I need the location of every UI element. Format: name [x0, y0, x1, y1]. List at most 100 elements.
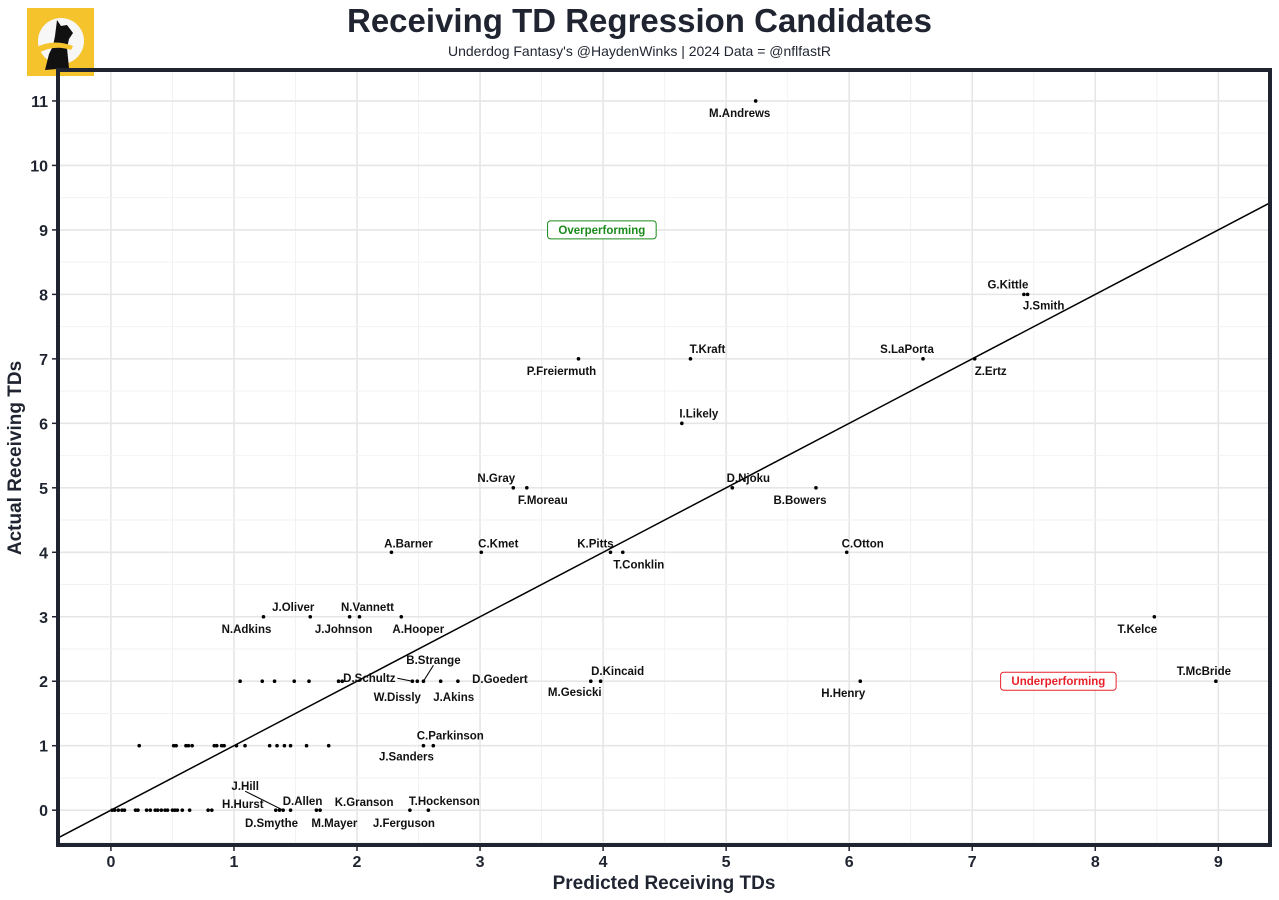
x-tick-label: 0 [106, 854, 115, 871]
point-label: M.Mayer [311, 818, 358, 830]
point-label: K.Granson [335, 797, 394, 809]
data-point [243, 743, 247, 748]
data-point [122, 808, 127, 812]
x-tick-label: 1 [230, 854, 239, 871]
data-point [288, 743, 293, 748]
point-label: D.Smythe [245, 818, 298, 830]
data-point-n-vannett [357, 614, 362, 619]
y-tick-label: 10 [30, 158, 48, 175]
point-label: W.Dissly [374, 692, 422, 704]
data-point-c-otton [844, 550, 849, 555]
data-point [260, 679, 265, 684]
data-point [159, 808, 164, 812]
data-point-w-dissly [415, 679, 420, 684]
data-point [187, 808, 192, 812]
x-tick-label: 4 [599, 854, 608, 871]
gridlines [58, 70, 1270, 845]
data-point-n-gray [511, 486, 516, 490]
x-axis-title: Predicted Receiving TDs [553, 873, 776, 894]
point-label: D.Goedert [472, 674, 528, 686]
point-labels: M.Andrews G.Kittle J.Smith S.LaPorta Z.Ertz T… [222, 108, 1231, 830]
data-point [173, 808, 177, 812]
y-tick-label: 1 [39, 739, 48, 756]
data-point [219, 743, 224, 748]
point-label: D.Njoku [727, 473, 770, 485]
data-point [267, 743, 272, 748]
point-label: H.Hurst [222, 799, 264, 811]
data-point [120, 808, 124, 812]
data-point [186, 743, 191, 748]
data-point [272, 679, 277, 684]
x-tick-label: 7 [968, 854, 977, 871]
data-point-j-johnson [347, 614, 352, 619]
point-label: T.Hockenson [409, 796, 480, 808]
data-point-z-ertz [972, 357, 977, 361]
point-label: D.Schultz [343, 673, 396, 685]
data-point-c-kmet [479, 550, 484, 555]
data-point-m-andrews [753, 99, 758, 103]
point-label: F.Moreau [518, 495, 568, 507]
point-label: T.Conklin [613, 559, 664, 571]
point-label: G.Kittle [987, 279, 1028, 291]
data-point-f-moreau [525, 486, 529, 490]
data-point [171, 743, 176, 748]
data-point-j-akins [438, 679, 443, 684]
point-label: M.Gesicki [548, 687, 602, 699]
data-point [326, 743, 331, 748]
y-tick-label: 3 [39, 610, 48, 627]
data-point [175, 808, 180, 812]
data-point-t-hockenson [426, 808, 431, 812]
x-tick-label: 5 [722, 854, 731, 871]
annotations: Overperforming Underperforming [547, 220, 1117, 691]
data-point [212, 743, 217, 748]
x-tick-label: 9 [1214, 854, 1223, 871]
label-leader-line [422, 664, 434, 682]
data-point-j-ferguson [408, 808, 412, 812]
data-point-m-gesicki [588, 679, 593, 684]
axis-ticks: 0 1 2 3 4 5 6 7 8 9 0 1 2 3 4 5 6 7 8 9 10 11 [30, 94, 1223, 871]
point-label: N.Gray [477, 473, 515, 485]
data-point-n-adkins [261, 614, 266, 619]
point-label: J.Hill [231, 781, 258, 793]
data-point [144, 808, 149, 812]
data-point-a-hooper [399, 614, 404, 619]
data-point [112, 808, 117, 812]
data-point [136, 808, 140, 812]
chart-subtitle: Underdog Fantasy's @HaydenWinks | 2024 D… [448, 43, 831, 59]
point-label: M.Andrews [709, 108, 770, 120]
data-point-p-freiermuth [576, 357, 581, 361]
data-point [170, 808, 175, 812]
data-point-j-smith [1025, 292, 1030, 297]
data-point-k-pitts [608, 550, 613, 555]
data-point-i-likely [680, 421, 684, 426]
point-label: S.LaPorta [880, 344, 934, 356]
x-tick-label: 2 [353, 854, 362, 871]
data-point-j-sanders [421, 743, 426, 748]
point-label: J.Akins [433, 692, 474, 704]
data-point [184, 743, 188, 748]
data-point-a-barner [389, 550, 394, 555]
label-leader-line [244, 790, 284, 811]
data-point [110, 808, 114, 812]
point-label: A.Barner [384, 538, 433, 550]
data-point-t-mcbride [1214, 679, 1218, 684]
point-label: J.Oliver [272, 602, 315, 614]
y-tick-label: 4 [39, 545, 48, 562]
data-point [275, 743, 279, 748]
point-label: J.Smith [1023, 300, 1065, 312]
data-point [116, 808, 121, 812]
data-point [238, 679, 242, 684]
data-point [148, 808, 153, 812]
data-point [210, 808, 214, 812]
data-point [336, 679, 341, 684]
point-label: I.Likely [679, 408, 719, 420]
data-point [292, 679, 297, 684]
data-point-t-conklin [620, 550, 625, 555]
point-label: C.Otton [842, 538, 884, 550]
data-point [304, 743, 309, 748]
data-point-t-kelce [1152, 614, 1157, 619]
point-label: J.Johnson [315, 624, 373, 636]
data-points [110, 99, 1218, 812]
point-label: B.Strange [406, 655, 460, 667]
y-axis-title: Actual Receiving TDs [5, 361, 26, 555]
